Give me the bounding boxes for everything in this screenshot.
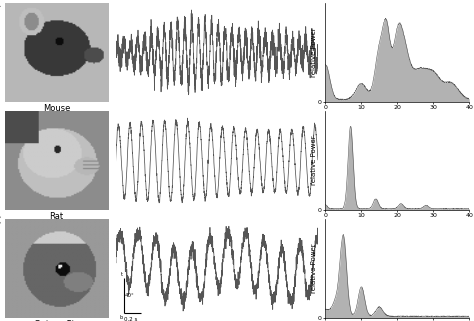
Text: 40°: 40° [125,293,135,298]
Text: b: b [119,315,122,320]
Text: A: A [0,0,1,9]
X-axis label: Rat: Rat [49,212,64,221]
Text: 0.2 s: 0.2 s [124,317,137,321]
X-axis label: Guinea Pig: Guinea Pig [34,320,79,321]
X-axis label: Hz: Hz [393,220,402,226]
X-axis label: Hz: Hz [393,111,402,117]
Y-axis label: relative Power: relative Power [310,136,317,185]
Y-axis label: relative Power: relative Power [310,244,317,293]
Y-axis label: relative Power: relative Power [310,28,317,77]
X-axis label: Mouse: Mouse [43,104,70,113]
Text: t: t [120,272,122,277]
